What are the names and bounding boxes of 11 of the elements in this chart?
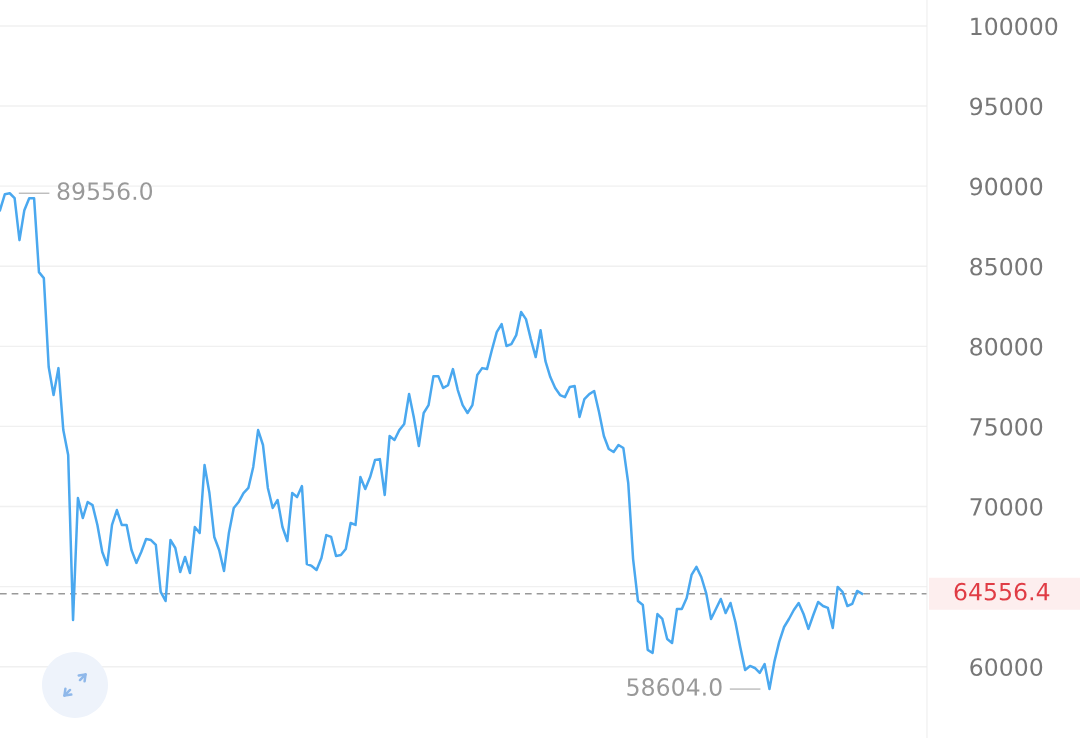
annotation: 89556.0 [57, 182, 153, 201]
y-tick-label: 100000 [971, 17, 1058, 36]
y-tick-label: 60000 [970, 658, 1043, 677]
annotation: 58604.0 [627, 678, 722, 696]
y-tick-label: 95000 [970, 97, 1043, 116]
y-tick-label: 80000 [970, 337, 1043, 356]
y-tick-label: 75000 [970, 417, 1043, 436]
y-tick-label: 70000 [970, 497, 1043, 516]
ref-line-label: 64556.4 [954, 582, 1050, 601]
y-tick-label: 85000 [970, 257, 1043, 276]
y-tick-label: 90000 [970, 177, 1043, 196]
